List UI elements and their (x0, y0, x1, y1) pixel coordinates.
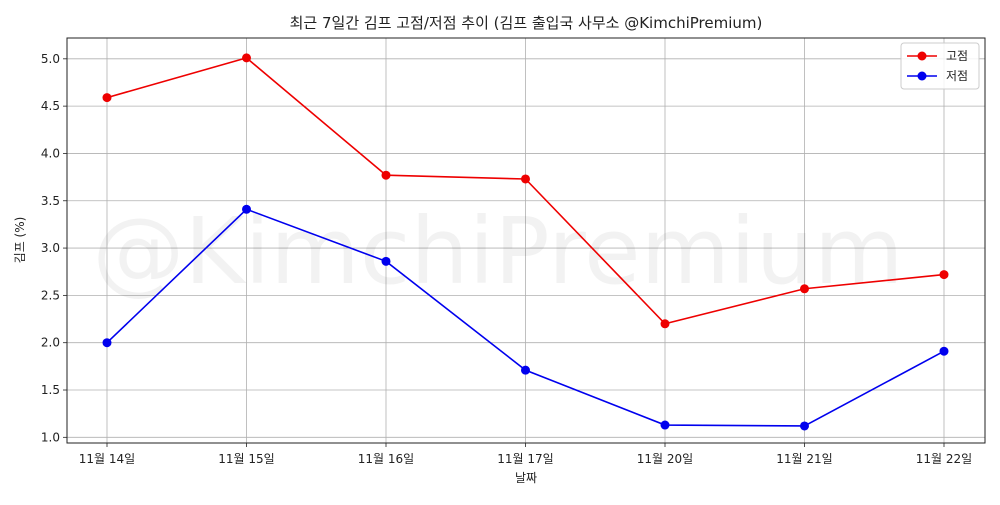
plot-frame (66, 37, 986, 444)
x-tick-label: 11월 15일 (218, 452, 274, 466)
data-point-0 (939, 270, 949, 280)
y-tick-label: 4.5 (41, 99, 60, 113)
y-tick-label: 1.0 (41, 430, 60, 444)
legend-marker-high (917, 51, 927, 61)
x-tick-label: 11월 21일 (776, 452, 832, 466)
watermark-text: @KimchiPremium (92, 198, 903, 305)
chart-title: 최근 7일간 김프 고점/저점 추이 (김프 출입국 사무소 @KimchiPr… (290, 14, 763, 32)
legend-label-low: 저점 (946, 69, 968, 83)
data-point-1 (102, 338, 112, 348)
data-point-1 (381, 256, 391, 266)
data-point-1 (660, 420, 670, 430)
x-tick-label: 11월 16일 (358, 452, 414, 466)
data-point-1 (800, 421, 809, 431)
x-tick-label: 11월 20일 (637, 452, 693, 466)
legend-marker-low (917, 71, 927, 81)
y-tick-label: 3.0 (41, 241, 60, 255)
y-axis-label: 김프 (%) (13, 217, 27, 264)
data-point-0 (521, 174, 530, 184)
x-tick-label: 11월 14일 (79, 452, 135, 466)
data-point-0 (381, 170, 391, 180)
data-point-1 (939, 346, 949, 356)
x-axis-label: 날짜 (515, 471, 537, 485)
y-tick-label: 4.0 (41, 146, 60, 160)
legend-label-high: 고점 (946, 49, 968, 63)
data-point-1 (242, 204, 251, 214)
grid (67, 38, 985, 443)
x-tick-label: 11월 17일 (497, 452, 553, 466)
data-point-0 (102, 93, 112, 103)
ticks: 11월 14일 11월 15일 11월 16일 11월 17일 11월 20일 11월 2… (41, 52, 972, 466)
data-point-0 (242, 53, 251, 63)
y-tick-label: 2.5 (41, 288, 60, 302)
y-tick-label: 5.0 (41, 52, 60, 66)
data-point-0 (800, 284, 809, 294)
data-point-0 (660, 319, 670, 329)
y-tick-label: 3.5 (41, 194, 60, 208)
x-tick-label: 11월 22일 (916, 452, 972, 466)
data-point-1 (521, 365, 530, 375)
y-tick-label: 2.0 (41, 336, 60, 350)
series-layer (102, 53, 949, 431)
legend: 고점 저점 (900, 42, 980, 90)
y-tick-label: 1.5 (41, 383, 60, 397)
